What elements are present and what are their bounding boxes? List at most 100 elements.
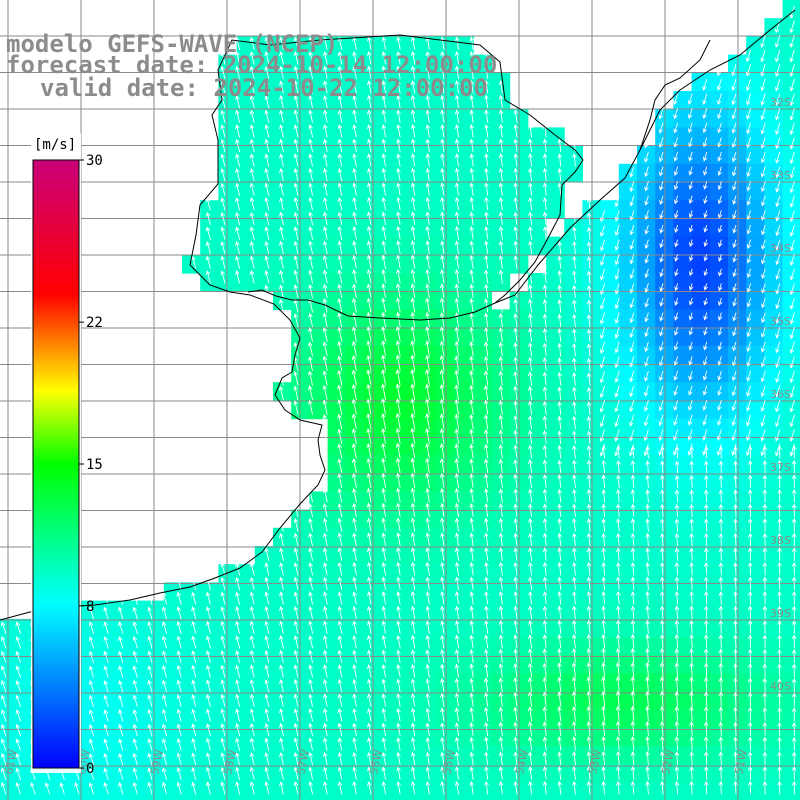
wind-arrow xyxy=(454,620,460,634)
wind-arrow xyxy=(659,690,665,707)
wind-arrow xyxy=(88,753,95,766)
wind-arrow xyxy=(542,561,548,576)
wind-arrow xyxy=(59,782,65,795)
wind-arrow xyxy=(659,590,665,605)
speed-cell xyxy=(637,691,656,711)
wind-arrow xyxy=(747,460,753,474)
speed-cell xyxy=(236,655,256,674)
wind-arrow xyxy=(601,751,606,766)
speed-cell xyxy=(291,728,310,747)
wind-arrow xyxy=(791,649,797,664)
wind-arrow xyxy=(279,65,284,80)
latitude-label: 37S xyxy=(770,461,791,474)
wind-arrow xyxy=(571,721,577,737)
wind-arrow xyxy=(498,211,504,226)
wind-arrow xyxy=(542,619,548,634)
speed-cell xyxy=(782,18,800,37)
wind-arrow xyxy=(366,737,372,751)
speed-cell xyxy=(782,345,800,365)
wind-arrow xyxy=(352,51,357,65)
speed-cell xyxy=(163,782,183,800)
speed-cell xyxy=(455,200,474,219)
speed-cell xyxy=(600,509,620,529)
wind-arrow xyxy=(381,487,387,503)
wind-arrow xyxy=(410,369,416,386)
speed-cell xyxy=(418,200,438,219)
speed-cell xyxy=(382,436,401,456)
wind-arrow xyxy=(293,182,299,196)
wind-arrow xyxy=(147,723,153,737)
wind-arrow xyxy=(439,487,445,503)
wind-arrow xyxy=(308,664,314,678)
wind-arrow xyxy=(440,240,445,255)
wind-arrow xyxy=(381,36,387,50)
wind-arrow xyxy=(762,591,768,605)
wind-arrow xyxy=(396,254,401,269)
wind-arrow xyxy=(88,650,95,664)
wind-arrow xyxy=(498,517,504,532)
wind-arrow xyxy=(381,737,387,751)
speed-cell xyxy=(400,163,420,183)
wind-arrow xyxy=(601,720,606,737)
wind-arrow xyxy=(264,197,270,211)
wind-arrow xyxy=(484,503,489,518)
wind-arrow xyxy=(659,239,664,249)
wind-arrow xyxy=(601,576,606,591)
speed-cell xyxy=(491,709,511,729)
wind-arrow xyxy=(703,751,709,766)
speed-cell xyxy=(764,72,784,92)
speed-cell xyxy=(418,400,438,420)
speed-cell xyxy=(673,491,693,511)
speed-cell xyxy=(473,182,492,201)
wind-arrow xyxy=(293,766,299,780)
wind-arrow xyxy=(249,197,255,211)
wind-arrow xyxy=(542,298,548,313)
wind-arrow xyxy=(425,781,431,795)
wind-arrow xyxy=(777,692,782,707)
wind-arrow xyxy=(557,328,562,342)
wind-arrow xyxy=(337,167,343,182)
wind-arrow xyxy=(366,532,372,547)
speed-cell xyxy=(709,145,729,165)
wind-arrow xyxy=(118,680,124,693)
wind-arrow xyxy=(425,326,430,342)
wind-arrow xyxy=(352,109,357,123)
wind-arrow xyxy=(410,781,416,795)
wind-arrow xyxy=(205,606,211,620)
wind-arrow xyxy=(703,518,709,532)
wind-arrow xyxy=(717,327,723,336)
wind-arrow xyxy=(132,650,138,664)
speed-cell xyxy=(0,709,19,729)
wind-arrow xyxy=(629,443,635,457)
wind-arrow xyxy=(645,605,650,620)
speed-cell xyxy=(546,400,565,420)
wind-arrow xyxy=(762,721,768,737)
wind-arrow xyxy=(235,51,241,65)
wind-arrow xyxy=(220,576,226,591)
speed-cell xyxy=(709,218,729,238)
speed-cell xyxy=(728,273,747,292)
wind-arrow xyxy=(586,634,592,649)
wind-arrow xyxy=(0,621,7,634)
wind-arrow xyxy=(513,356,518,372)
speed-cell xyxy=(182,254,201,274)
wind-arrow xyxy=(746,341,752,352)
wind-arrow xyxy=(440,51,445,65)
wind-arrow xyxy=(439,383,445,401)
wind-arrow xyxy=(279,781,284,795)
wind-arrow xyxy=(440,620,445,634)
wind-arrow xyxy=(249,226,255,240)
wind-arrow xyxy=(249,591,255,605)
wind-arrow xyxy=(789,166,795,179)
speed-cell xyxy=(254,200,274,219)
wind-arrow xyxy=(469,254,475,269)
wind-arrow xyxy=(337,751,343,766)
speed-cell xyxy=(473,273,492,292)
speed-cell xyxy=(527,509,547,529)
longitude-label: 52W xyxy=(659,748,677,775)
speed-cell xyxy=(400,127,420,147)
wind-arrow xyxy=(601,736,606,751)
wind-arrow xyxy=(687,93,693,105)
wind-arrow xyxy=(220,65,226,80)
speed-cell xyxy=(546,254,565,274)
